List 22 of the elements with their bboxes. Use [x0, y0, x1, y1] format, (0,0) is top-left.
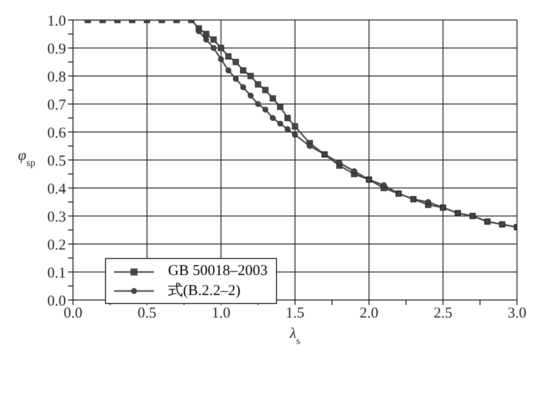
y-tick-label: 0.1: [47, 265, 66, 282]
y-tick-label: 0.3: [47, 209, 66, 226]
y-tick-label: 0.6: [47, 125, 66, 142]
x-axis-title: λ$_{s}$: [288, 326, 300, 346]
y-tick-label: 0.2: [47, 237, 66, 254]
y-tick-label: 0.4: [47, 181, 66, 198]
x-tick-label: 1.0: [212, 306, 230, 322]
x-tick-label: 2.5: [434, 306, 452, 322]
x-tick-label: 1.5: [286, 306, 304, 322]
legend-label: 式(B.2.2–2): [168, 282, 240, 300]
y-tick-label: 0.8: [47, 69, 66, 86]
x-tick-label: 2.0: [360, 306, 378, 322]
y-tick-label: 0.9: [47, 41, 66, 58]
legend-label: GB 50018–2003: [168, 263, 268, 280]
y-tick-label: 0.7: [47, 97, 66, 114]
y-tick-label: 0.5: [47, 153, 66, 170]
y-tick-label: 1.0: [47, 13, 66, 30]
x-tick-label: 0.0: [64, 306, 82, 322]
x-tick-label: 3.0: [508, 306, 526, 322]
y-tick-label: 0.0: [47, 293, 66, 310]
x-tick-label: 0.5: [138, 306, 156, 322]
y-axis-title: φ$_{sp}$: [18, 148, 36, 168]
